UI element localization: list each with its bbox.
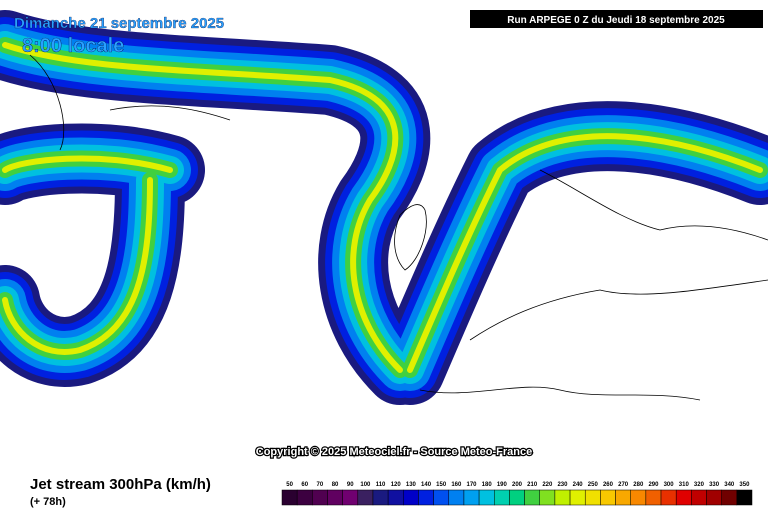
legend-label: 70 — [317, 482, 324, 488]
legend-swatch — [387, 489, 404, 506]
legend-swatch — [584, 489, 601, 506]
legend-label: 210 — [527, 482, 538, 488]
legend-swatch — [357, 489, 374, 506]
legend-swatch — [372, 489, 389, 506]
legend-label: 350 — [739, 482, 750, 488]
legend-label: 200 — [512, 482, 523, 488]
legend-swatch — [281, 489, 298, 506]
legend-label: 110 — [376, 482, 386, 488]
legend-label: 240 — [573, 482, 584, 488]
legend-swatch — [615, 489, 631, 506]
legend-label: 50 — [286, 482, 293, 488]
legend-swatch — [539, 489, 556, 506]
legend-swatch — [600, 489, 616, 506]
legend-swatch — [342, 489, 359, 506]
legend-swatch — [463, 489, 480, 506]
legend-swatch — [706, 489, 722, 506]
legend-label: 320 — [694, 482, 705, 488]
legend-label: 330 — [709, 482, 720, 488]
legend-label: 310 — [679, 482, 690, 488]
legend-swatch — [312, 489, 328, 506]
legend: 50 60 70 80 90 100 110 120 130 140 150 160 170 180 190… — [281, 482, 753, 506]
legend-swatch — [509, 489, 525, 506]
legend-label: 160 — [451, 482, 462, 488]
date: Dimanche 21 septembre 2025 — [14, 15, 224, 32]
legend-label: 130 — [406, 482, 417, 488]
coastlines — [29, 54, 768, 401]
legend-label: 340 — [724, 482, 735, 488]
legend-swatch — [630, 489, 647, 506]
legend-swatch — [494, 489, 510, 506]
legend-swatch — [691, 489, 707, 506]
legend-swatch — [736, 489, 753, 506]
legend-label: 120 — [391, 482, 402, 488]
legend-label: 280 — [633, 482, 644, 488]
legend-swatch — [721, 489, 738, 506]
legend-label: 290 — [648, 482, 659, 488]
jet-band — [2, 42, 403, 373]
legend-label: 80 — [332, 482, 339, 488]
legend-label: 250 — [588, 482, 599, 488]
run-banner — [470, 10, 763, 28]
legend-label: 150 — [436, 482, 447, 488]
legend-swatch — [296, 489, 313, 506]
run-info: Run ARPEGE 0 Z du Jeudi 18 septembre 202… — [507, 15, 725, 26]
legend-label: 270 — [618, 482, 629, 488]
legend-swatch — [554, 489, 571, 506]
legend-label: 180 — [482, 482, 493, 488]
legend-label: 220 — [542, 482, 553, 488]
footer-title: Jet stream 300hPa (km/h) — [30, 476, 211, 493]
legend-label: 170 — [467, 482, 478, 488]
legend-swatch — [569, 489, 586, 506]
jet-band — [407, 133, 763, 373]
legend-label: 300 — [664, 482, 675, 488]
legend-swatch — [645, 489, 662, 506]
legend-label: 190 — [497, 482, 508, 488]
legend-swatch — [660, 489, 677, 506]
legend-label: 60 — [301, 482, 308, 488]
legend-label: 140 — [421, 482, 432, 488]
legend-label: 230 — [557, 482, 568, 488]
legend-swatch — [327, 489, 343, 506]
time: 8:00 locale — [22, 35, 124, 57]
legend-swatch — [524, 489, 540, 506]
legend-label: 260 — [603, 482, 614, 488]
legend-label: 100 — [360, 482, 371, 488]
footer-lead: (+ 78h) — [30, 496, 66, 508]
legend-swatch — [675, 489, 692, 506]
legend-swatch — [433, 489, 450, 506]
legend-swatch — [448, 489, 465, 506]
copyright: Copyright © 2025 Meteociel.fr - Source M… — [256, 446, 532, 458]
jet-stream — [0, 10, 768, 405]
legend-label: 90 — [347, 482, 354, 488]
legend-swatch — [418, 489, 434, 506]
legend-swatch — [478, 489, 495, 506]
jet-band — [2, 155, 173, 355]
legend-swatch — [403, 489, 419, 506]
